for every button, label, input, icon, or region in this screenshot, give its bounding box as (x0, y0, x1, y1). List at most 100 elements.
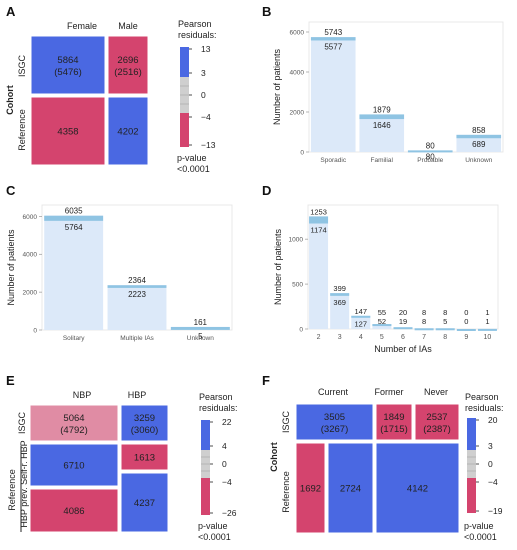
mosaic-cell (120, 443, 169, 471)
cell-observed-label: 1849 (383, 412, 404, 423)
cell-observed-label: 1613 (134, 453, 155, 464)
bar-highlight (310, 37, 356, 41)
cell-expected-label: (2387) (423, 424, 450, 435)
x-tick-label: Unknown (187, 335, 214, 342)
bar-highlight (107, 285, 167, 288)
bar-value-label: 369 (333, 298, 346, 307)
bar-value-label: 0 (464, 308, 468, 317)
legend-title: residuals: (465, 403, 504, 413)
panel-letter: E (6, 373, 15, 388)
x-tick-label: Solitary (63, 335, 85, 342)
cell-observed-label: 4202 (117, 127, 138, 138)
row-label: Reference (17, 109, 27, 151)
legend-negative-band (180, 113, 189, 147)
y-axis-label: Number of patients (272, 48, 282, 125)
bar-highlight (435, 328, 455, 331)
bar-value-label: 1 (485, 317, 489, 326)
panel-letter: B (262, 4, 271, 19)
cell-observed-label: 5064 (63, 413, 84, 424)
x-tick-label: 6 (401, 334, 405, 341)
bar-value-label: 147 (355, 307, 368, 316)
bar-value-label: 6035 (65, 207, 83, 216)
y-tick-label: 2000 (23, 290, 38, 297)
y-axis-label: Number of patients (273, 228, 283, 305)
bar-value-label: 2223 (128, 290, 146, 299)
mosaic-cell (30, 96, 106, 166)
mosaic-cell (375, 403, 413, 441)
bar (456, 134, 502, 152)
bar-value-label: 1879 (373, 105, 391, 114)
mosaic-cell (295, 442, 326, 534)
bar-highlight (359, 114, 405, 120)
bar-highlight (351, 315, 371, 318)
legend-tick-label: 3 (488, 441, 493, 451)
y-axis-label: Number of patients (6, 229, 16, 306)
bar-highlight (372, 324, 392, 327)
row-label: ISGC (17, 412, 27, 435)
column-label: Current (318, 387, 349, 397)
p-value-label: <0.0001 (464, 532, 497, 542)
mosaic-cell (30, 35, 106, 95)
legend-title: Pearson (465, 392, 499, 402)
bar-value-label: 399 (333, 284, 346, 293)
mosaic-cell (29, 443, 119, 487)
legend-tick-label: −19 (488, 506, 503, 516)
mosaic-cell (107, 96, 149, 166)
x-tick-label: Familial (371, 157, 394, 164)
bar-value-label: 55 (378, 308, 386, 317)
mosaic-cell (414, 403, 460, 441)
bar-panel-b: 0 2000 4000 6000 Number of patients 5743 5577 S… (272, 21, 504, 164)
row-label: Reference (7, 469, 17, 511)
x-tick-label: Sporadic (320, 157, 346, 164)
p-value-label: p-value (198, 521, 228, 531)
legend-positive-band (180, 47, 189, 77)
legend-tick-label: −4 (201, 112, 211, 122)
legend-negative-band (467, 478, 476, 513)
bar-value-label: 5 (198, 332, 203, 341)
bar-value-label: 8 (443, 308, 447, 317)
row-axis-title: Cohort (269, 442, 279, 472)
column-label: Former (375, 387, 404, 397)
cell-expected-label: (4792) (60, 425, 87, 436)
bar-value-label: 2364 (128, 276, 146, 285)
row-axis-title: Cohort (5, 85, 15, 115)
y-tick-label: 0 (300, 150, 304, 157)
cell-observed-label: 4358 (57, 127, 78, 138)
x-tick-label: 8 (443, 334, 447, 341)
bar (359, 114, 405, 152)
x-tick-label: 2 (317, 334, 321, 341)
cell-expected-label: (2516) (114, 67, 141, 78)
bar-value-label: 127 (355, 320, 368, 329)
bar-value-label: 1 (485, 308, 489, 317)
cell-expected-label: (1715) (380, 424, 407, 435)
x-tick-label: 10 (484, 334, 492, 341)
legend-positive-band (201, 420, 210, 450)
legend-tick-label: 4 (222, 441, 227, 451)
panel-letter: F (262, 373, 270, 388)
mosaic-cell (107, 35, 149, 95)
p-value-label: <0.0001 (198, 532, 231, 542)
cell-observed-label: 4237 (134, 498, 155, 509)
bar-highlight (330, 293, 350, 296)
bar-value-label: 80 (426, 141, 435, 150)
y-tick-label: 2000 (290, 110, 305, 117)
x-tick-label: 9 (464, 334, 468, 341)
cell-expected-label: (5476) (54, 67, 81, 78)
legend-title: residuals: (199, 403, 238, 413)
row-label: ISGC (17, 55, 27, 78)
bar-highlight (407, 150, 453, 153)
y-tick-label: 1000 (289, 237, 304, 244)
mosaic-cell (327, 442, 374, 534)
mosaic-cell (29, 488, 119, 533)
mosaic-cell (295, 403, 374, 441)
bar-value-label: 52 (378, 317, 386, 326)
bar-value-label: 0 (464, 317, 468, 326)
x-tick-label: 5 (380, 334, 384, 341)
bar-value-label: 8 (422, 308, 426, 317)
panel-letter: A (6, 4, 16, 19)
mosaic-cell (29, 404, 119, 442)
bar (310, 37, 356, 152)
